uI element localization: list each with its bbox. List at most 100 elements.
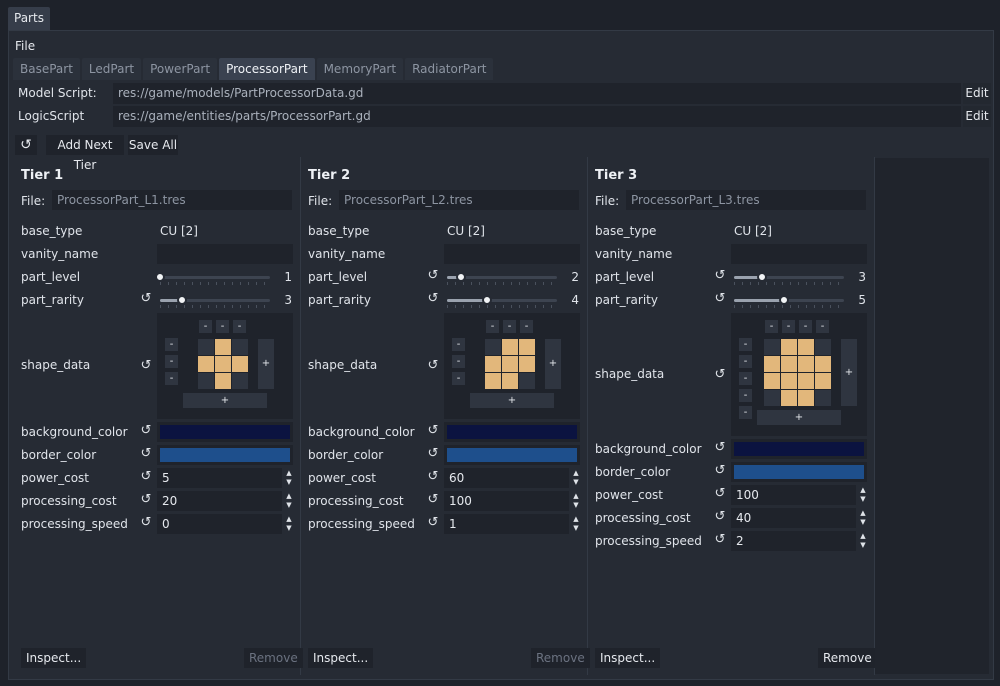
shape-cell[interactable] (485, 356, 501, 372)
reset-icon[interactable]: ↺ (714, 486, 726, 501)
shape-cell[interactable] (502, 339, 518, 355)
remove-column-button[interactable]: - (799, 320, 812, 333)
reset-icon[interactable]: ↺ (427, 291, 439, 306)
processing-speed-stepper[interactable]: ▲ ▼ (858, 532, 868, 550)
remove-column-button[interactable]: - (216, 320, 229, 333)
background-color-picker[interactable] (731, 439, 867, 459)
shape-cell[interactable] (798, 339, 814, 355)
reset-icon[interactable]: ↺ (427, 469, 439, 484)
processing-cost-stepper[interactable]: ▲ ▼ (858, 509, 868, 527)
remove-row-button[interactable]: - (452, 338, 465, 351)
reset-icon[interactable]: ↺ (140, 423, 152, 438)
shape-cell[interactable] (519, 339, 535, 355)
border-color-picker[interactable] (444, 445, 580, 465)
vanity-name-input[interactable] (444, 244, 580, 264)
power-cost-down-icon[interactable]: ▼ (573, 478, 579, 486)
reset-icon[interactable]: ↺ (427, 358, 439, 373)
shape-cell[interactable] (215, 373, 231, 389)
reset-icon[interactable]: ↺ (714, 509, 726, 524)
logic-script-field[interactable]: res://game/entities/parts/ProcessorPart.… (113, 106, 961, 127)
reset-icon[interactable]: ↺ (714, 291, 726, 306)
shape-cell[interactable] (764, 373, 780, 389)
processing-cost-input[interactable]: 40 (731, 508, 856, 528)
processing-speed-input[interactable]: 0 (157, 514, 282, 534)
save-all-button[interactable]: Save All (128, 135, 178, 155)
add-next-tier-button[interactable]: Add Next Tier (46, 135, 124, 172)
remove-row-button[interactable]: - (452, 355, 465, 368)
shape-cell[interactable] (232, 373, 248, 389)
power-cost-down-icon[interactable]: ▼ (860, 495, 866, 503)
refresh-button[interactable]: ↺ (15, 135, 37, 155)
model-script-field[interactable]: res://game/models/PartProcessorData.gd (113, 83, 961, 104)
file-field[interactable]: ProcessorPart_L2.tres (339, 190, 579, 210)
shape-cell[interactable] (798, 373, 814, 389)
processing-cost-up-icon[interactable]: ▲ (860, 509, 866, 517)
window-tab-parts[interactable]: Parts (8, 7, 50, 30)
reset-icon[interactable]: ↺ (140, 469, 152, 484)
tab-processorpart[interactable]: ProcessorPart (219, 58, 315, 80)
shape-cell[interactable] (764, 356, 780, 372)
reset-icon[interactable]: ↺ (140, 492, 152, 507)
reset-icon[interactable]: ↺ (140, 446, 152, 461)
logic-script-edit-button[interactable]: Edit (963, 106, 991, 127)
shape-cell[interactable] (815, 373, 831, 389)
part-rarity-slider[interactable] (160, 295, 270, 308)
remove-row-button[interactable]: - (739, 389, 752, 402)
remove-column-button[interactable]: - (233, 320, 246, 333)
remove-row-button[interactable]: - (739, 406, 752, 419)
border-color-picker[interactable] (157, 445, 293, 465)
remove-column-button[interactable]: - (486, 320, 499, 333)
part-rarity-slider[interactable] (447, 295, 557, 308)
processing-speed-input[interactable]: 2 (731, 531, 856, 551)
remove-row-button[interactable]: - (739, 338, 752, 351)
reset-icon[interactable]: ↺ (427, 423, 439, 438)
add-column-button[interactable]: + (258, 339, 274, 389)
remove-row-button[interactable]: - (739, 372, 752, 385)
part-level-slider[interactable] (734, 272, 844, 285)
processing-speed-input[interactable]: 1 (444, 514, 569, 534)
inspect-button[interactable]: Inspect... (595, 648, 661, 668)
processing-speed-stepper[interactable]: ▲ ▼ (571, 515, 581, 533)
power-cost-down-icon[interactable]: ▼ (286, 478, 292, 486)
tab-memorypart[interactable]: MemoryPart (316, 58, 404, 80)
remove-column-button[interactable]: - (199, 320, 212, 333)
part-level-knob[interactable] (155, 272, 165, 282)
shape-cell[interactable] (232, 339, 248, 355)
model-script-edit-button[interactable]: Edit (963, 83, 991, 104)
remove-column-button[interactable]: - (520, 320, 533, 333)
vanity-name-input[interactable] (157, 244, 293, 264)
shape-cell[interactable] (519, 373, 535, 389)
remove-row-button[interactable]: - (165, 338, 178, 351)
processing-cost-down-icon[interactable]: ▼ (860, 518, 866, 526)
part-level-knob[interactable] (456, 272, 467, 282)
remove-column-button[interactable]: - (782, 320, 795, 333)
power-cost-input[interactable]: 5 (157, 468, 282, 488)
shape-cell[interactable] (198, 339, 214, 355)
shape-cell[interactable] (502, 373, 518, 389)
power-cost-stepper[interactable]: ▲ ▼ (571, 469, 581, 487)
shape-cell[interactable] (519, 356, 535, 372)
processing-cost-input[interactable]: 100 (444, 491, 569, 511)
part-level-slider[interactable] (155, 272, 270, 285)
processing-cost-down-icon[interactable]: ▼ (286, 501, 292, 509)
shape-cell[interactable] (815, 339, 831, 355)
processing-speed-up-icon[interactable]: ▲ (860, 532, 866, 540)
reset-icon[interactable]: ↺ (714, 532, 726, 547)
shape-cell[interactable] (781, 356, 797, 372)
processing-cost-input[interactable]: 20 (157, 491, 282, 511)
background-color-picker[interactable] (444, 422, 580, 442)
add-row-button[interactable]: + (183, 393, 267, 408)
border-color-picker[interactable] (731, 462, 867, 482)
power-cost-stepper[interactable]: ▲ ▼ (284, 469, 294, 487)
processing-cost-up-icon[interactable]: ▲ (573, 492, 579, 500)
shape-cell[interactable] (781, 339, 797, 355)
part-level-knob[interactable] (756, 272, 767, 282)
shape-cell[interactable] (764, 339, 780, 355)
shape-cell[interactable] (781, 373, 797, 389)
remove-column-button[interactable]: - (503, 320, 516, 333)
file-menu[interactable]: File (15, 39, 36, 53)
remove-row-button[interactable]: - (165, 372, 178, 385)
inspect-button[interactable]: Inspect... (21, 648, 87, 668)
processing-speed-up-icon[interactable]: ▲ (286, 515, 292, 523)
remove-row-button[interactable]: - (165, 355, 178, 368)
